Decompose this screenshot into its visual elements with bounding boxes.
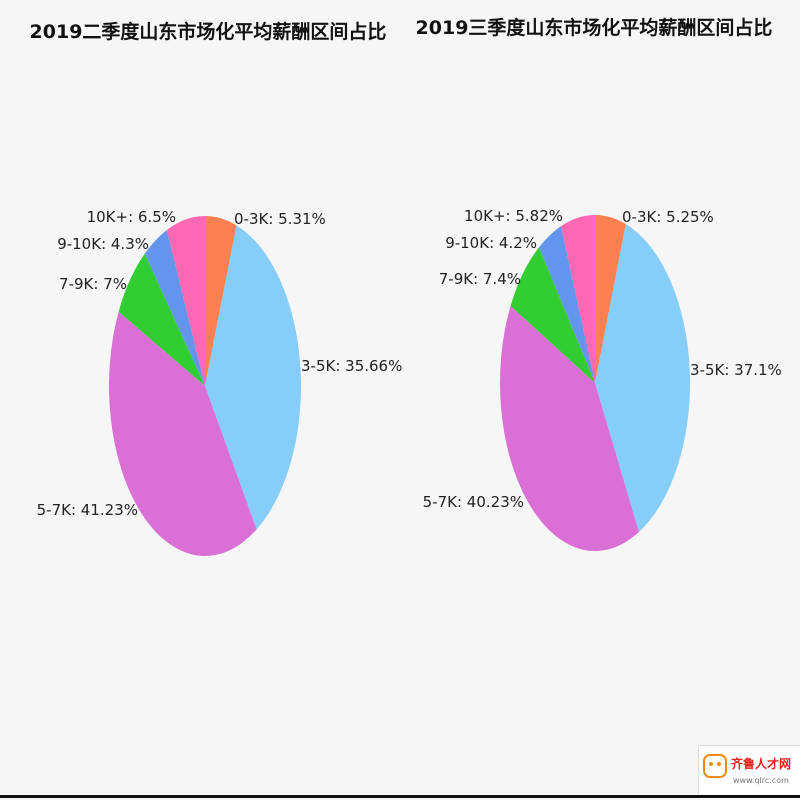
slice-label: 3-5K: 37.1% [690, 361, 782, 379]
pie-slice-910k [144, 229, 205, 386]
slice-label: 5-7K: 40.23% [423, 493, 524, 511]
pie-slice-79k [510, 247, 595, 383]
slice-label: 0-3K: 5.31% [234, 210, 326, 228]
mascot-icon [703, 754, 727, 778]
pie-slice-03k [205, 216, 237, 386]
slice-label: 9-10K: 4.2% [445, 234, 537, 252]
pie-q2: 0-3K: 5.31% 3-5K: 35.66% 5-7K: 41.23% 7-9K:… [37, 208, 402, 556]
chart-title-q3: 2019三季度山东市场化平均薪酬区间占比 [416, 16, 773, 39]
bottom-divider [0, 795, 800, 798]
pie-slice-10k [561, 215, 595, 383]
pie-slice-57k [500, 305, 639, 552]
slice-label: 9-10K: 4.3% [57, 235, 149, 253]
logo-name: 齐鲁人才网 [731, 757, 792, 771]
slice-label: 7-9K: 7.4% [439, 270, 521, 288]
pie-slice-35k [205, 225, 301, 530]
pie-slice-35k [595, 224, 690, 532]
pie-slice-57k [109, 311, 257, 556]
chart-title-q2: 2019二季度山东市场化平均薪酬区间占比 [30, 20, 387, 43]
slice-label: 5-7K: 41.23% [37, 501, 138, 519]
slice-label: 10K+: 5.82% [464, 207, 563, 225]
slice-label: 0-3K: 5.25% [622, 208, 714, 226]
logo-url: www.qlrc.com [733, 776, 789, 785]
pie-slice-79k [118, 253, 205, 386]
slice-label: 7-9K: 7% [59, 275, 127, 293]
slice-label: 3-5K: 35.66% [301, 357, 402, 375]
pie-slice-03k [595, 215, 626, 383]
pie-q3: 0-3K: 5.25% 3-5K: 37.1% 5-7K: 40.23% 7-9K: … [423, 207, 782, 552]
slice-label: 10K+: 6.5% [87, 208, 176, 226]
pie-slice-10k [166, 216, 205, 386]
pie-slice-910k [539, 226, 595, 383]
site-logo: 齐鲁人才网 www.qlrc.com [698, 745, 800, 794]
